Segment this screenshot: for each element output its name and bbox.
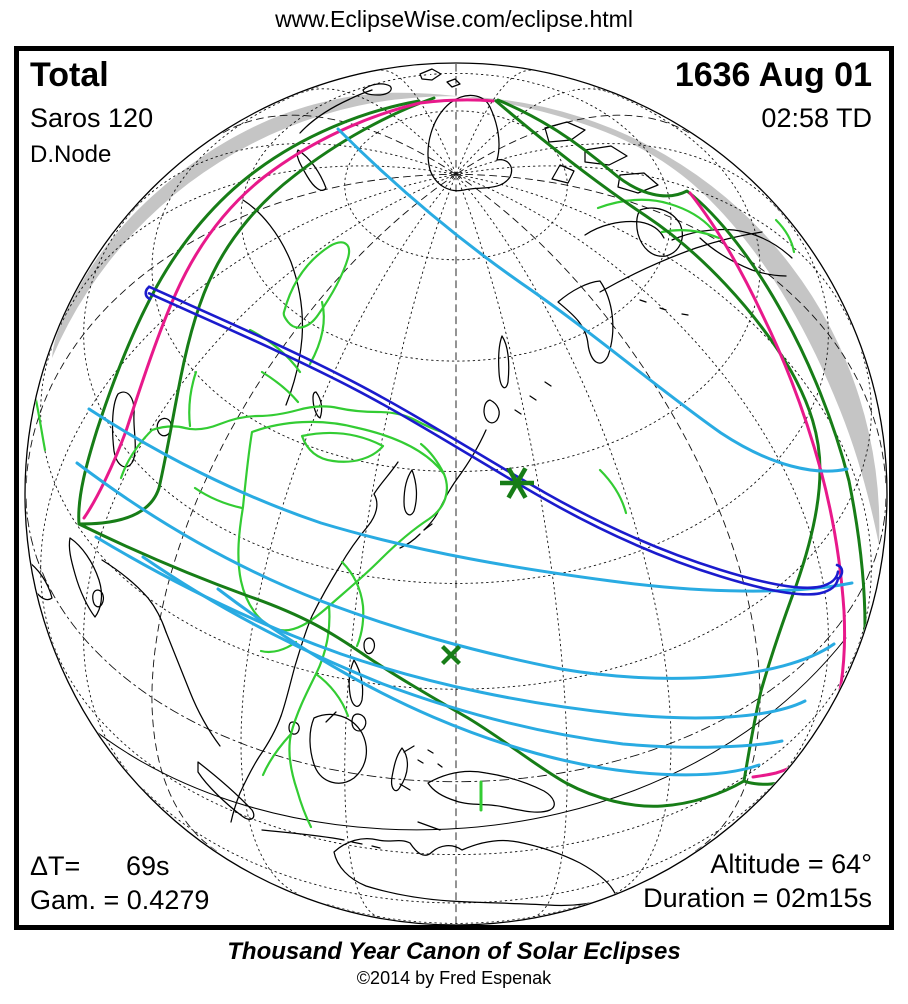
delta-t-label: ΔT= (30, 851, 81, 881)
layer-coastlines (26, 68, 793, 907)
layer-magnitude-curves (75, 127, 854, 777)
duration-label: Duration = 02m15s (643, 883, 872, 913)
altitude-label: Altitude = 64° (710, 849, 872, 879)
delta-t-value: 69s (126, 851, 170, 881)
eclipse-type-label: Total (30, 56, 109, 94)
copyright-text: ©2014 by Fred Espenak (356, 968, 552, 988)
node-label: D.Node (30, 141, 112, 168)
greatest-eclipse-star-marker (506, 467, 528, 499)
gamma-label: Gam. = 0.4279 (30, 885, 210, 915)
saros-label: Saros 120 (30, 103, 154, 133)
canon-title: Thousand Year Canon of Solar Eclipses (227, 938, 681, 965)
layer-total-path-ends (144, 285, 844, 581)
delta-t-row: ΔT= 69s (30, 851, 170, 882)
layer-total-path (147, 285, 840, 596)
eclipse-date-label: 1636 Aug 01 (674, 56, 872, 94)
eclipse-markers (441, 467, 534, 665)
map-layers (26, 64, 886, 924)
center-line-x-marker (441, 645, 461, 665)
map-frame-border (14, 46, 894, 930)
layer-graticule (26, 64, 886, 924)
source-url-text: www.EclipseWise.com/eclipse.html (275, 6, 633, 32)
eclipse-time-label: 02:58 TD (761, 103, 872, 133)
